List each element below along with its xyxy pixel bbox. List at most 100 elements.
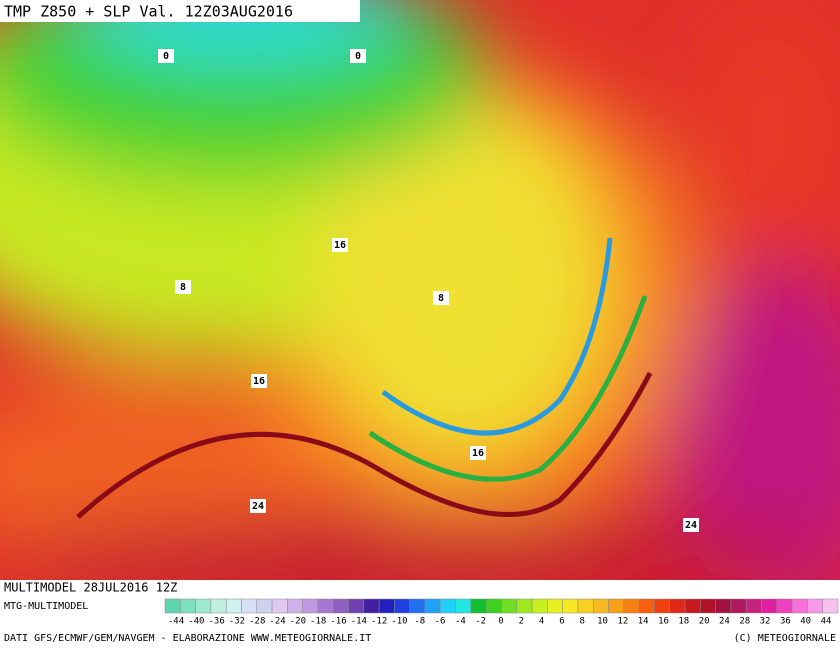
- label-box: [350, 49, 366, 63]
- colorbar-label: 2: [519, 617, 524, 627]
- colorbar-label: -12: [371, 617, 387, 627]
- colorbar-label: -32: [229, 617, 245, 627]
- colorbar-cell: [761, 598, 778, 614]
- colorbar-label: 40: [800, 617, 811, 627]
- colorbar-cell: [409, 598, 426, 614]
- colorbar-label: 12: [617, 617, 628, 627]
- colorbar-cell: [195, 598, 212, 614]
- credits: DATI GFS/ECMWF/GEM/NAVGEM - ELABORAZIONE…: [4, 633, 371, 644]
- colorbar-cell: [638, 598, 655, 614]
- contour-label: 8: [180, 282, 186, 293]
- colorbar-cell: [623, 598, 640, 614]
- colorbar-cell: [180, 598, 196, 614]
- contour-label: 8: [438, 293, 444, 304]
- contour-label: 16: [334, 240, 346, 251]
- contour-labels: 0 0 8 8 16 16 16 24 24: [158, 49, 699, 532]
- colorbar-label: 4: [539, 617, 544, 627]
- contour-label: 0: [355, 51, 361, 62]
- colorbar-label: -20: [290, 617, 306, 627]
- title: TMP Z850 + SLP Val. 12Z03AUG2016: [4, 3, 293, 21]
- contour-label: 16: [472, 448, 484, 459]
- colorbar-label: -36: [208, 617, 224, 627]
- colorbar-cell: [455, 598, 472, 614]
- colorbar-cell: [547, 598, 563, 614]
- colorbar-cell: [577, 598, 594, 614]
- colorbar-label: 14: [638, 617, 649, 627]
- colorbar-label: 44: [821, 617, 832, 627]
- colorbar-cell: [593, 598, 609, 614]
- colorbar-cell: [531, 598, 548, 614]
- colorbar-label: -14: [351, 617, 367, 627]
- colorbar-label: -44: [168, 617, 184, 627]
- contour-label: 24: [685, 520, 697, 531]
- colorbar-label: -10: [391, 617, 407, 627]
- colorbar-cell: [317, 598, 334, 614]
- colorbar-cell: [562, 598, 579, 614]
- colorbar-label: -28: [249, 617, 265, 627]
- colorbar-cell: [700, 598, 716, 614]
- copyright: (C) METEOGIORNALE: [734, 633, 836, 644]
- contour-label: 0: [163, 51, 169, 62]
- colorbar-label: 20: [699, 617, 710, 627]
- colorbar-cell: [256, 598, 273, 614]
- colorbar-label: 10: [597, 617, 608, 627]
- colorbar-cell: [333, 598, 349, 614]
- contour-label: 24: [252, 501, 264, 512]
- colorbar-label: -8: [414, 617, 425, 627]
- model-run: MULTIMODEL 28JUL2016 12Z: [4, 581, 177, 595]
- colorbar-label: 24: [719, 617, 730, 627]
- colorbar-cell: [516, 598, 533, 614]
- colorbar-cell: [822, 598, 839, 614]
- colorbar-label: -40: [188, 617, 204, 627]
- label-box: [251, 374, 267, 388]
- colorbar: -44 -40 -36 -32 -28 -24 -20 -18 -16 -14 -12 -10 -8 -6…: [164, 598, 839, 627]
- colorbar-label: 6: [559, 617, 564, 627]
- colorbar-cell: [287, 598, 303, 614]
- colorbar-label: 32: [760, 617, 771, 627]
- colorbar-label: -18: [310, 617, 326, 627]
- colorbar-cell: [684, 598, 701, 614]
- colorbar-cell: [440, 598, 456, 614]
- colorbar-cell: [608, 598, 625, 614]
- colorbar-cell: [807, 598, 823, 614]
- colorbar-cell: [730, 598, 747, 614]
- label-box: [683, 518, 699, 532]
- colorbar-cell: [164, 598, 181, 614]
- colorbar-cell: [271, 598, 288, 614]
- colorbar-cell: [225, 598, 242, 614]
- colorbar-cell: [669, 598, 686, 614]
- colorbar-cell: [470, 598, 487, 614]
- colorbar-label: 36: [780, 617, 791, 627]
- colorbar-cell: [378, 598, 395, 614]
- colorbar-cell: [394, 598, 410, 614]
- label-box: [332, 238, 348, 252]
- colorbar-cell: [424, 598, 441, 614]
- colorbar-cell: [791, 598, 808, 614]
- colorbar-label: -16: [330, 617, 346, 627]
- title-box: [0, 0, 360, 22]
- colorbar-cell: [485, 598, 502, 614]
- label-box: [175, 280, 191, 294]
- colorbar-label: 18: [678, 617, 689, 627]
- colorbar-label: -24: [269, 617, 285, 627]
- label-box: [433, 291, 449, 305]
- temperature-field: [0, 0, 840, 620]
- contour-label: 16: [253, 376, 265, 387]
- colorbar-cell: [654, 598, 670, 614]
- label-box: [250, 499, 266, 513]
- colorbar-label: 0: [498, 617, 503, 627]
- model: MTG-MULTIMODEL: [4, 601, 88, 612]
- colorbar-label: 8: [580, 617, 585, 627]
- colorbar-label: 16: [658, 617, 669, 627]
- colorbar-cell: [210, 598, 227, 614]
- colorbar-cell: [241, 598, 258, 614]
- footer-box: [0, 580, 840, 648]
- colorbar-cell: [715, 598, 732, 614]
- colorbar-label: -4: [455, 617, 466, 627]
- colorbar-cell: [745, 598, 762, 614]
- colorbar-cell: [348, 598, 365, 614]
- colorbar-label: 28: [739, 617, 750, 627]
- colorbar-label: -6: [435, 617, 446, 627]
